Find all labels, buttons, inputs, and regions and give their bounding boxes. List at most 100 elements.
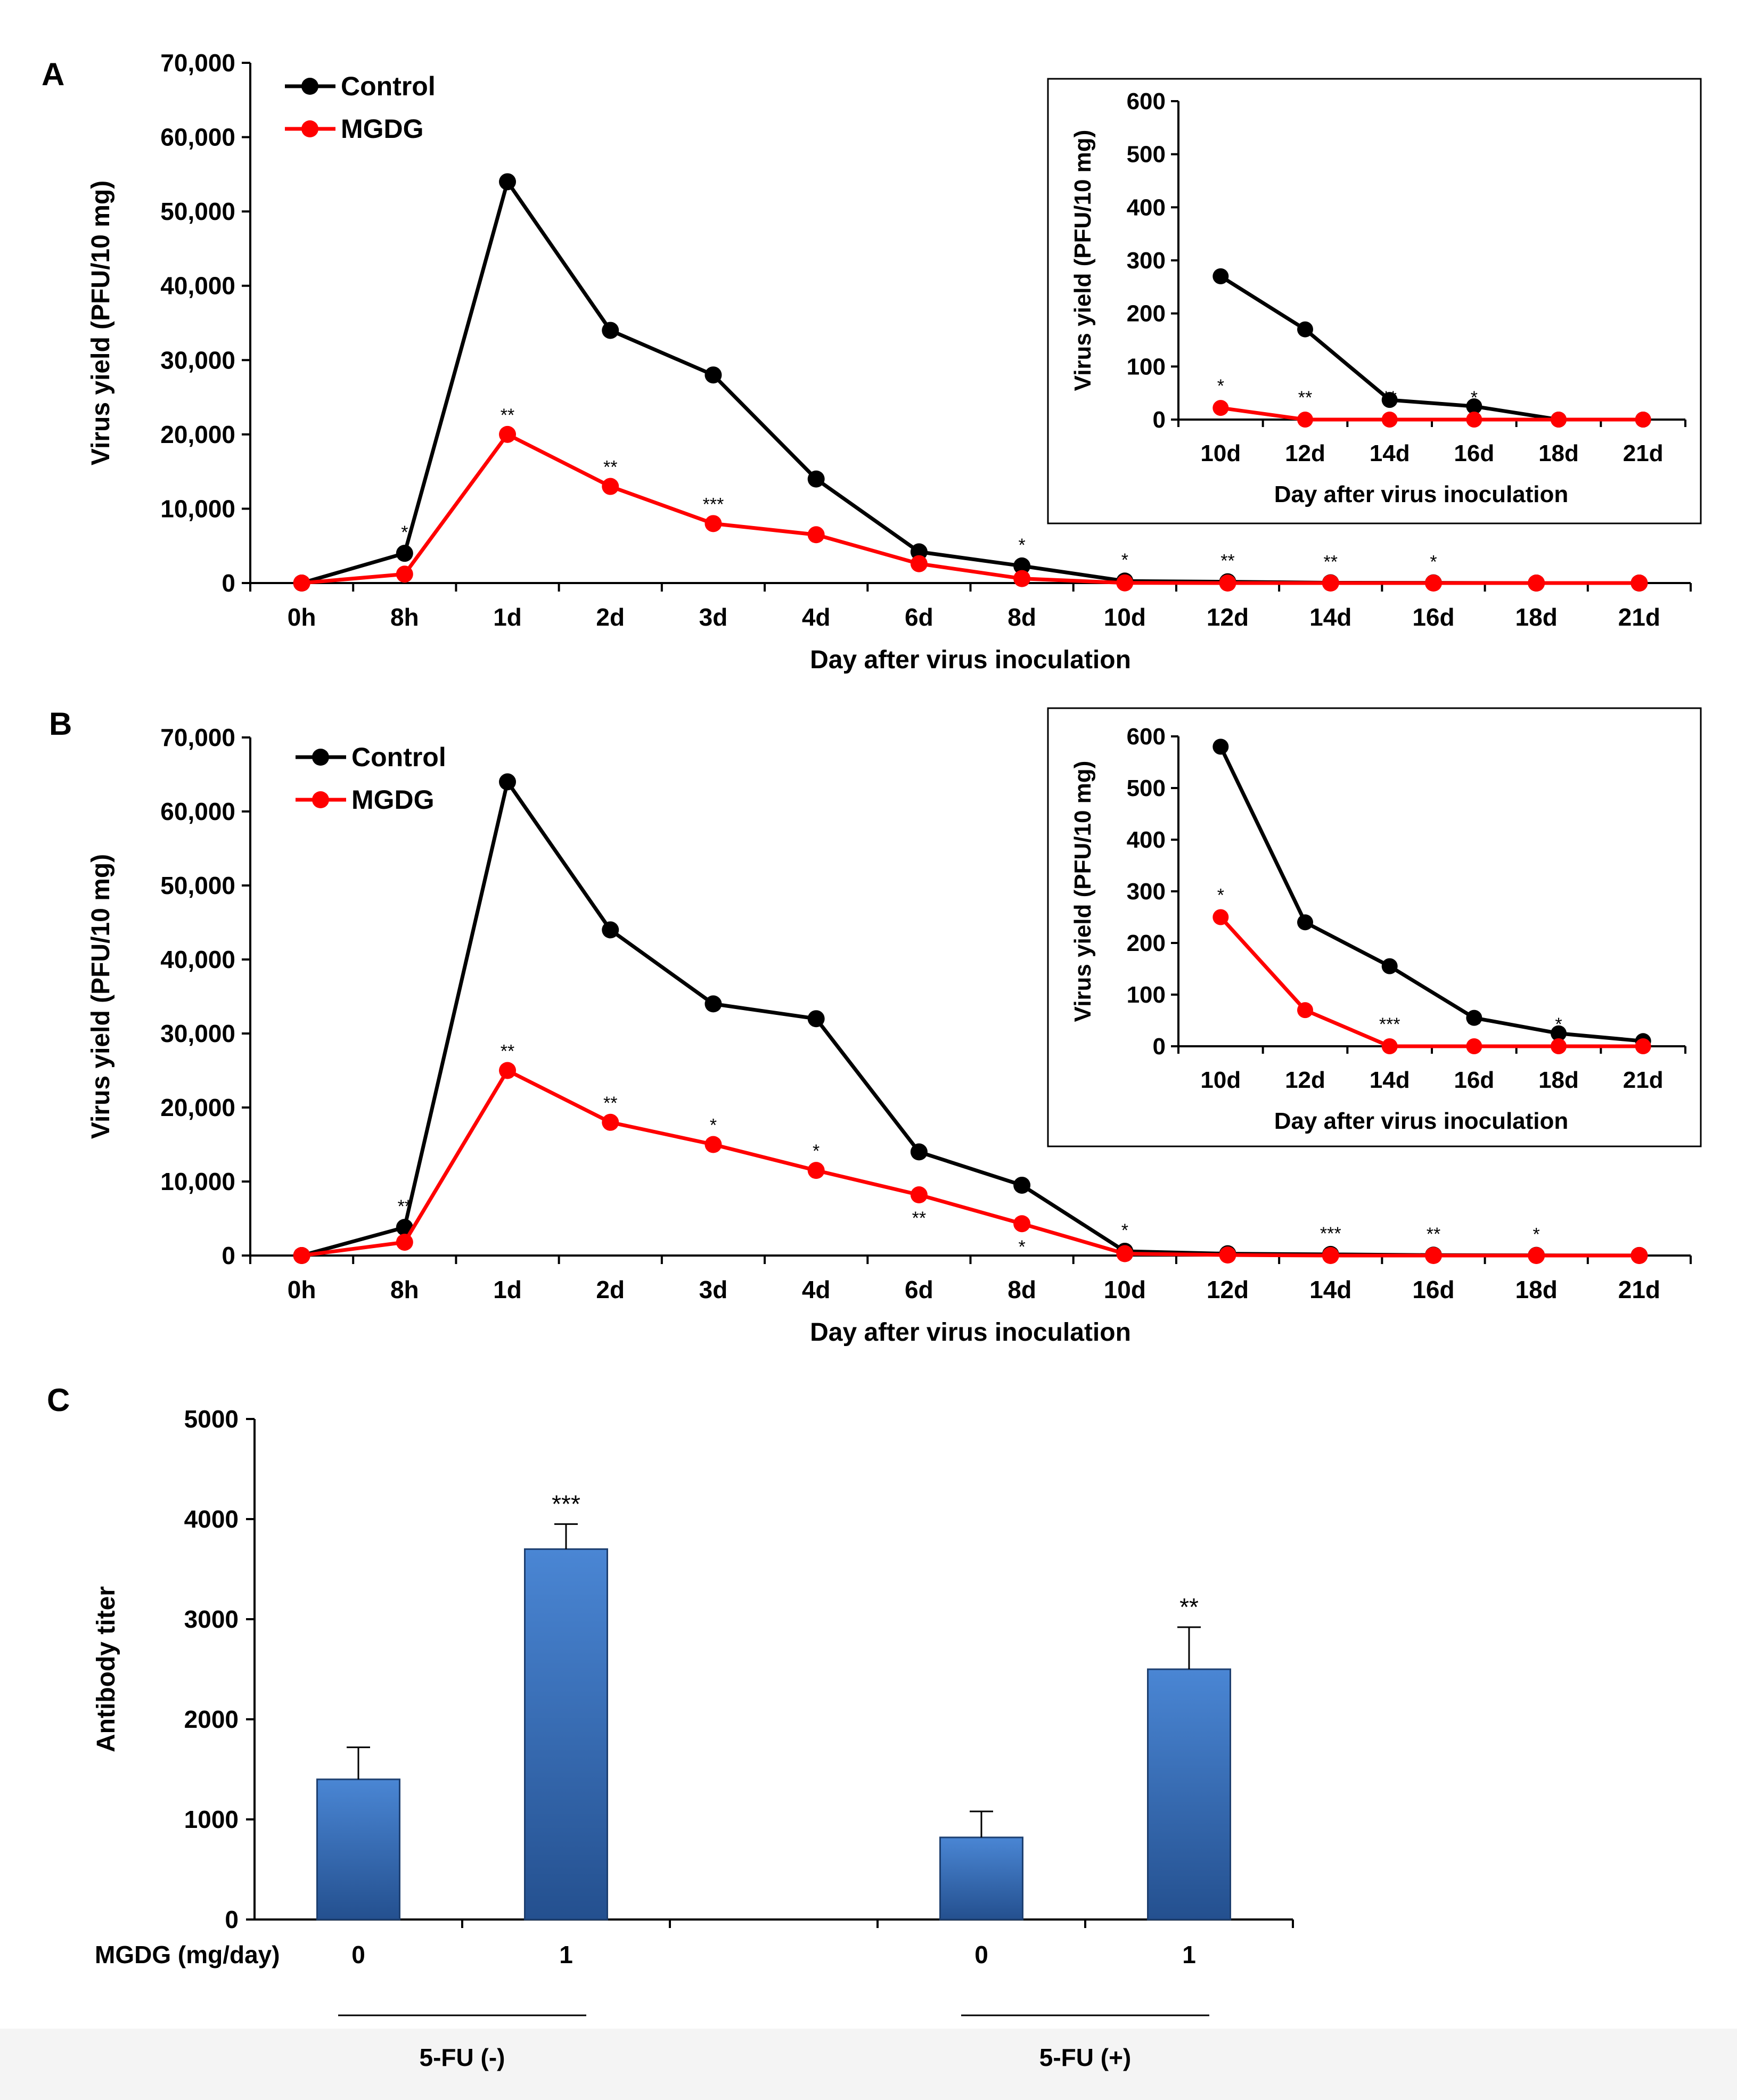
significance-mark: ** (603, 457, 617, 478)
inset-data-point (1297, 914, 1313, 931)
bar (524, 1548, 608, 1921)
inset-data-point (1635, 412, 1651, 428)
legend-label: Control (341, 71, 436, 101)
data-point (1013, 557, 1031, 575)
legend: Control MGDG (285, 71, 436, 144)
significance-mark: ** (501, 405, 514, 425)
inset-significance-mark: ** (1467, 1014, 1481, 1035)
x-tick-label: 6d (905, 603, 933, 631)
inset-x-axis-label: Day after virus inoculation (1274, 481, 1569, 507)
x-tick-label: 8h (390, 1276, 419, 1303)
y-tick-label: 3000 (184, 1605, 239, 1633)
data-point (1116, 574, 1134, 592)
inset-x-tick-label: 14d (1370, 1067, 1410, 1093)
data-point (1013, 1176, 1031, 1194)
significance-mark: * (1533, 1225, 1540, 1245)
significance-mark: ** (1179, 1593, 1199, 1621)
data-point (704, 1136, 722, 1153)
inset-y-tick-label: 600 (1127, 724, 1166, 750)
y-tick-label: 0 (222, 1242, 235, 1269)
panel-a: A 0 10,000 20,000 30,000 40,000 50,000 60,000 70… (42, 49, 1702, 674)
y-tick-label: 20,000 (160, 1094, 235, 1121)
inset-significance-mark: * (1217, 885, 1224, 906)
y-tick-label: 4000 (184, 1505, 239, 1533)
x-tick-label: 0h (288, 603, 316, 631)
dose-label: 0 (974, 1941, 988, 1968)
x-tick-label: 10d (1104, 1276, 1146, 1303)
legend: Control MGDG (296, 742, 446, 815)
data-point (1013, 1215, 1031, 1233)
data-point (1424, 575, 1442, 592)
significance-mark: ** (603, 1093, 617, 1113)
data-point (1631, 1247, 1648, 1264)
inset-data-point (1381, 958, 1398, 974)
inset-y-tick-label: 200 (1127, 930, 1166, 956)
x-tick-label: 8d (1007, 603, 1036, 631)
data-point (396, 565, 413, 583)
x-tick-label: 0h (288, 1276, 316, 1303)
data-point (704, 995, 722, 1013)
inset-significance-mark: * (1217, 376, 1224, 396)
significance-mark: * (1018, 1237, 1025, 1257)
inset-data-point (1551, 1038, 1567, 1054)
inset-data-point (1466, 1010, 1482, 1026)
inset-data-point (1551, 1025, 1567, 1041)
data-point (396, 545, 413, 562)
legend-marker (312, 791, 329, 808)
bar-2: *** 1 (524, 1490, 608, 1968)
legend-marker (301, 120, 318, 137)
inset-x-tick-label: 10d (1200, 440, 1241, 466)
data-point (910, 555, 928, 572)
x-tick-label: 18d (1515, 603, 1558, 631)
x-tick-label: 6d (905, 1276, 933, 1303)
data-point (1013, 570, 1031, 587)
data-point (602, 921, 619, 939)
inset-data-point (1297, 1002, 1313, 1019)
inset-data-point (1212, 739, 1229, 755)
row-label: MGDG (mg/day) (95, 1941, 280, 1968)
data-point (499, 1062, 517, 1079)
y-tick-label: 30,000 (160, 1020, 235, 1047)
x-tick-label: 4d (802, 603, 831, 631)
x-tick-label: 3d (699, 1276, 728, 1303)
inset-series-mgdg (1212, 909, 1651, 1054)
inset-y-tick-label: 0 (1153, 1033, 1166, 1060)
y-tick-label: 5000 (184, 1405, 239, 1433)
series-mgdg (293, 425, 1648, 592)
inset-data-point (1212, 268, 1229, 284)
inset-data-point (1381, 1038, 1398, 1054)
y-tick-label: 1000 (184, 1806, 239, 1833)
bar-1: 0 (316, 1746, 400, 1968)
x-tick-label: 1d (493, 603, 522, 631)
x-tick-label: 18d (1515, 1276, 1558, 1303)
y-tick-label: 40,000 (160, 946, 235, 973)
significance-mark: * (710, 1115, 717, 1136)
significance-mark: * (401, 522, 408, 543)
inset-x-tick-label: 12d (1285, 440, 1325, 466)
bar-4: ** 1 (1147, 1593, 1231, 1968)
inset-data-point (1466, 412, 1482, 428)
dose-label: 0 (351, 1941, 365, 1968)
inset-y-axis-label: Virus yield (PFU/10 mg) (1070, 130, 1096, 391)
inset-data-point (1297, 321, 1313, 338)
data-point (293, 575, 310, 592)
x-tick-label: 16d (1412, 1276, 1454, 1303)
inset-chart: 0 100 200 300 400 500 600 10d 12d 14d 16d 18d 21d Day… (1047, 78, 1702, 524)
inset-x-tick-label: 12d (1285, 1067, 1325, 1093)
inset-chart: 0 100 200 300 400 500 600 10d 12d 14d 16d 18d 21d Day… (1047, 707, 1702, 1147)
inset-y-axis-label: Virus yield (PFU/10 mg) (1070, 761, 1096, 1022)
inset-y-tick-label: 400 (1127, 827, 1166, 853)
x-tick-label: 12d (1207, 1276, 1249, 1303)
series-line-mgdg (301, 432, 1640, 585)
data-point (1322, 575, 1339, 592)
bar (1147, 1668, 1231, 1921)
legend-label: MGDG (341, 114, 424, 144)
significance-mark: ** (1427, 1224, 1440, 1244)
data-point (293, 1247, 310, 1264)
y-axis-label: Virus yield (PFU/10 mg) (87, 854, 115, 1139)
data-point (910, 1143, 928, 1161)
x-tick-label: 16d (1412, 603, 1454, 631)
inset-data-point (1466, 398, 1482, 415)
data-point (499, 173, 517, 191)
panel-letter-a: A (42, 56, 64, 92)
